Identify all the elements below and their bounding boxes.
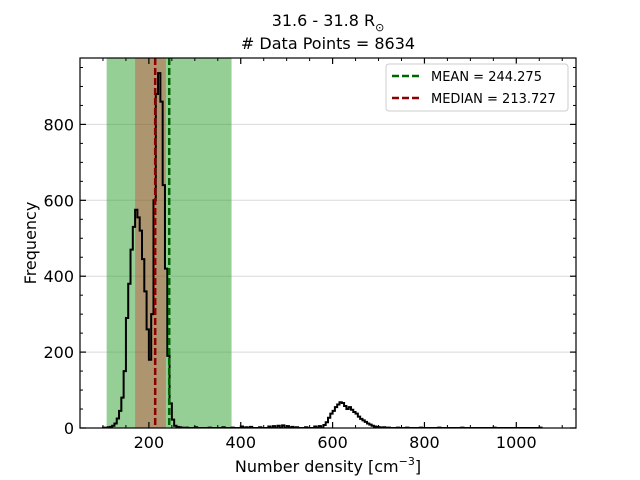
median-band (135, 58, 166, 428)
y-tick-label: 200 (43, 343, 74, 362)
x-tick-label: 400 (225, 433, 256, 452)
axis-ticks: 200 400 600 800 1000 0 200 400 600 800 (43, 58, 576, 452)
chart-title-line2: # Data Points = 8634 (241, 34, 415, 53)
legend-box (385, 63, 569, 112)
reference-lines (153, 58, 171, 428)
y-tick-label: 800 (43, 115, 74, 134)
chart-title-line1: 31.6 - 31.8 R⊙ (272, 11, 385, 34)
x-tick-label: 200 (134, 433, 165, 452)
x-tick-label: 800 (409, 433, 440, 452)
y-tick-label: 400 (43, 267, 74, 286)
legend-mean-label: MEAN = 244.275 (431, 70, 542, 85)
x-axis-label: Number density [cm−3] (235, 455, 421, 476)
x-tick-label: 600 (317, 433, 348, 452)
legend: MEAN = 244.275 MEDIAN = 213.727 (385, 63, 569, 112)
plot-frame (79, 57, 577, 429)
y-tick-label: 600 (43, 191, 74, 210)
y-tick-label: 0 (64, 419, 74, 438)
y-axis-label: Frequency (21, 202, 40, 285)
x-tick-label: 1000 (496, 433, 537, 452)
legend-median-label: MEDIAN = 213.727 (431, 92, 556, 107)
